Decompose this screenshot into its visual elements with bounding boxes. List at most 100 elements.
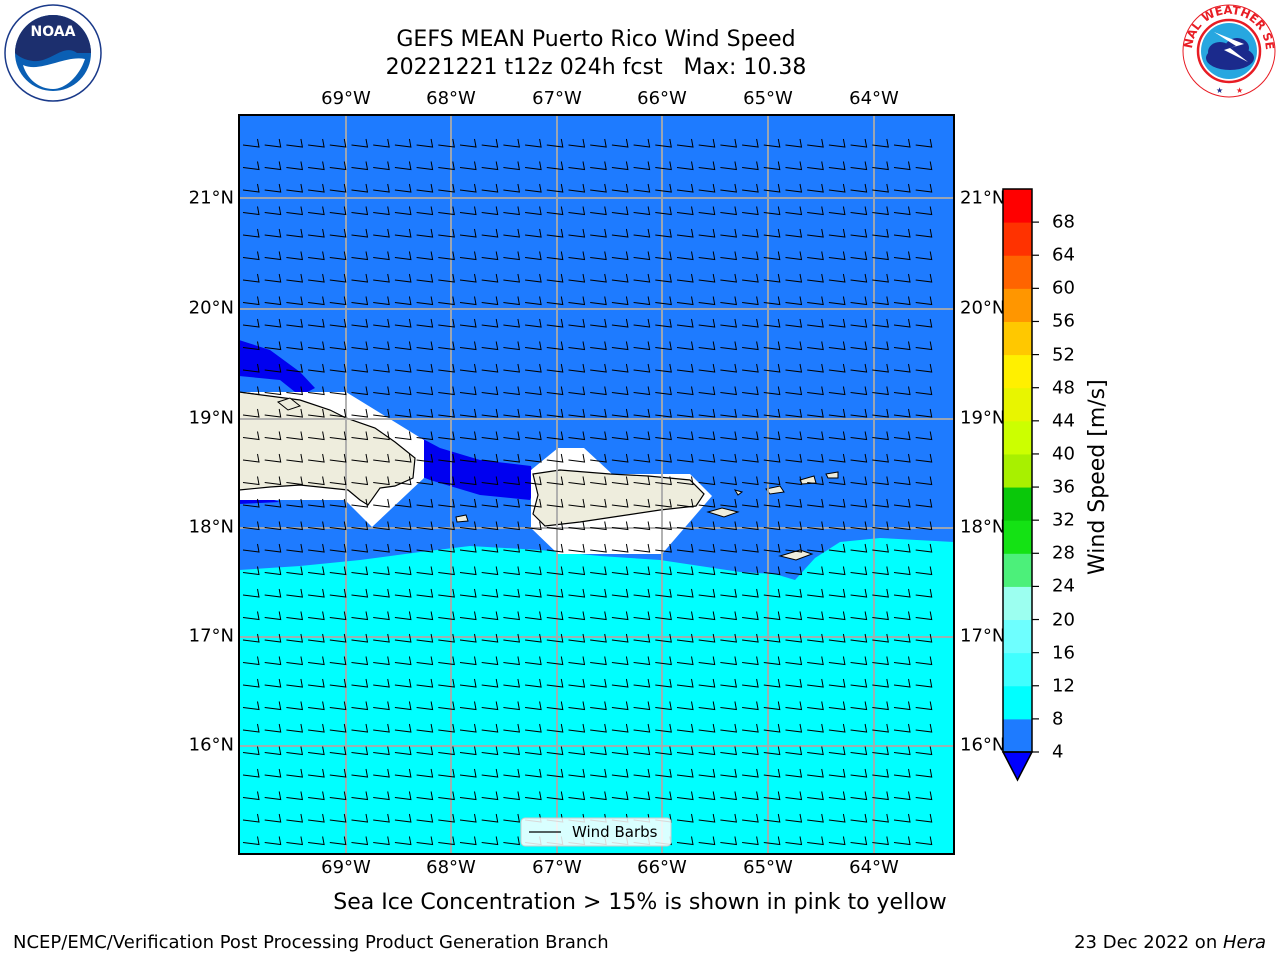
- wind-barb: [242, 183, 260, 193]
- wind-barb: [503, 161, 521, 171]
- wind-barb: [698, 296, 716, 306]
- wind-barb: [872, 318, 889, 328]
- wind-barb: [459, 656, 477, 666]
- wind-barb: [568, 768, 586, 778]
- wind-barb: [742, 611, 759, 621]
- wind-barb: [308, 341, 325, 351]
- wind-barb: [655, 611, 672, 621]
- wind-barb: [807, 633, 824, 643]
- colorbar-segment: [1003, 453, 1032, 488]
- wind-barb: [286, 791, 304, 801]
- wind-barb: [676, 386, 694, 396]
- wind-barb: [242, 138, 260, 148]
- wind-barb: [676, 228, 694, 238]
- wind-barb: [438, 161, 455, 171]
- wind-barb: [503, 296, 521, 306]
- wind-barb: [286, 363, 304, 373]
- wind-barb: [459, 746, 477, 756]
- wind-barb: [264, 521, 282, 531]
- wind-barb: [351, 611, 369, 621]
- wind-barb: [286, 521, 304, 531]
- wind-barb: [742, 138, 759, 148]
- wind-barb: [872, 813, 889, 823]
- wind-barb: [655, 363, 672, 373]
- wind-barb: [633, 296, 651, 306]
- wind-barb: [807, 701, 824, 711]
- wind-barb: [720, 431, 738, 441]
- wind-barb: [438, 251, 455, 261]
- wind-barb: [459, 296, 477, 306]
- wind-barb: [503, 791, 521, 801]
- wind-barb: [329, 746, 347, 756]
- wind-barb: [264, 318, 282, 328]
- wind-barb: [763, 363, 781, 373]
- wind-barb: [655, 678, 672, 688]
- wind-barb: [242, 363, 260, 373]
- wind-barb: [915, 206, 933, 216]
- wind-barb: [828, 656, 846, 666]
- wind-barb: [481, 701, 499, 711]
- lat-label-left: 21°N: [188, 187, 234, 209]
- wind-barb: [785, 588, 803, 598]
- wind-barb: [676, 498, 694, 508]
- colorbar-tick-label: 32: [1052, 509, 1075, 531]
- wind-barb: [698, 701, 716, 711]
- wind-barb: [850, 521, 868, 531]
- wind-barb: [828, 566, 846, 576]
- wind-barb: [633, 701, 651, 711]
- wind-barb: [633, 633, 651, 643]
- lat-label-left: 19°N: [188, 407, 234, 429]
- wind-barb: [611, 183, 629, 193]
- wind-barb: [373, 431, 390, 441]
- wind-barb: [394, 543, 412, 553]
- wind-barb: [568, 228, 586, 238]
- wind-barb: [633, 746, 651, 756]
- wind-barb: [828, 296, 846, 306]
- wind-barb: [286, 611, 304, 621]
- wind-barb: [459, 161, 477, 171]
- wind-barb: [264, 296, 282, 306]
- wind-barb: [633, 273, 651, 283]
- wind-barb: [416, 746, 434, 756]
- wind-barb: [438, 566, 455, 576]
- wind-barb: [286, 476, 304, 486]
- wind-barb: [915, 161, 933, 171]
- wind-barb: [676, 588, 694, 598]
- wind-barb: [676, 296, 694, 306]
- wind-barb: [655, 408, 672, 418]
- wind-barb: [416, 701, 434, 711]
- wind-barb: [308, 251, 325, 261]
- wind-barb: [416, 228, 434, 238]
- wind-barb: [720, 543, 738, 553]
- wind-barb: [568, 318, 586, 328]
- wind-barb: [872, 341, 889, 351]
- wind-barb: [633, 476, 651, 486]
- wind-barb: [915, 498, 933, 508]
- wind-barb: [394, 813, 412, 823]
- wind-barb: [351, 836, 369, 846]
- wind-barb: [373, 611, 390, 621]
- wind-barb: [828, 363, 846, 373]
- wind-barb: [416, 161, 434, 171]
- wind-barb: [351, 453, 369, 463]
- wind-barb: [742, 656, 759, 666]
- wind-barb: [655, 633, 672, 643]
- wind-barb: [850, 318, 868, 328]
- wind-barb: [742, 408, 759, 418]
- wind-barb: [416, 296, 434, 306]
- wind-barb: [308, 566, 325, 576]
- wind-barb: [308, 408, 325, 418]
- wind-barb: [828, 768, 846, 778]
- wind-barb: [394, 566, 412, 576]
- wind-barb: [351, 161, 369, 171]
- wind-barb: [286, 678, 304, 688]
- wind-barb: [416, 611, 434, 621]
- wind-barb: [655, 341, 672, 351]
- wind-barb: [785, 656, 803, 666]
- wind-barb: [242, 836, 260, 846]
- wind-barb: [438, 206, 455, 216]
- wind-barb: [915, 543, 933, 553]
- wind-barb: [394, 701, 412, 711]
- wind-barb: [525, 453, 542, 463]
